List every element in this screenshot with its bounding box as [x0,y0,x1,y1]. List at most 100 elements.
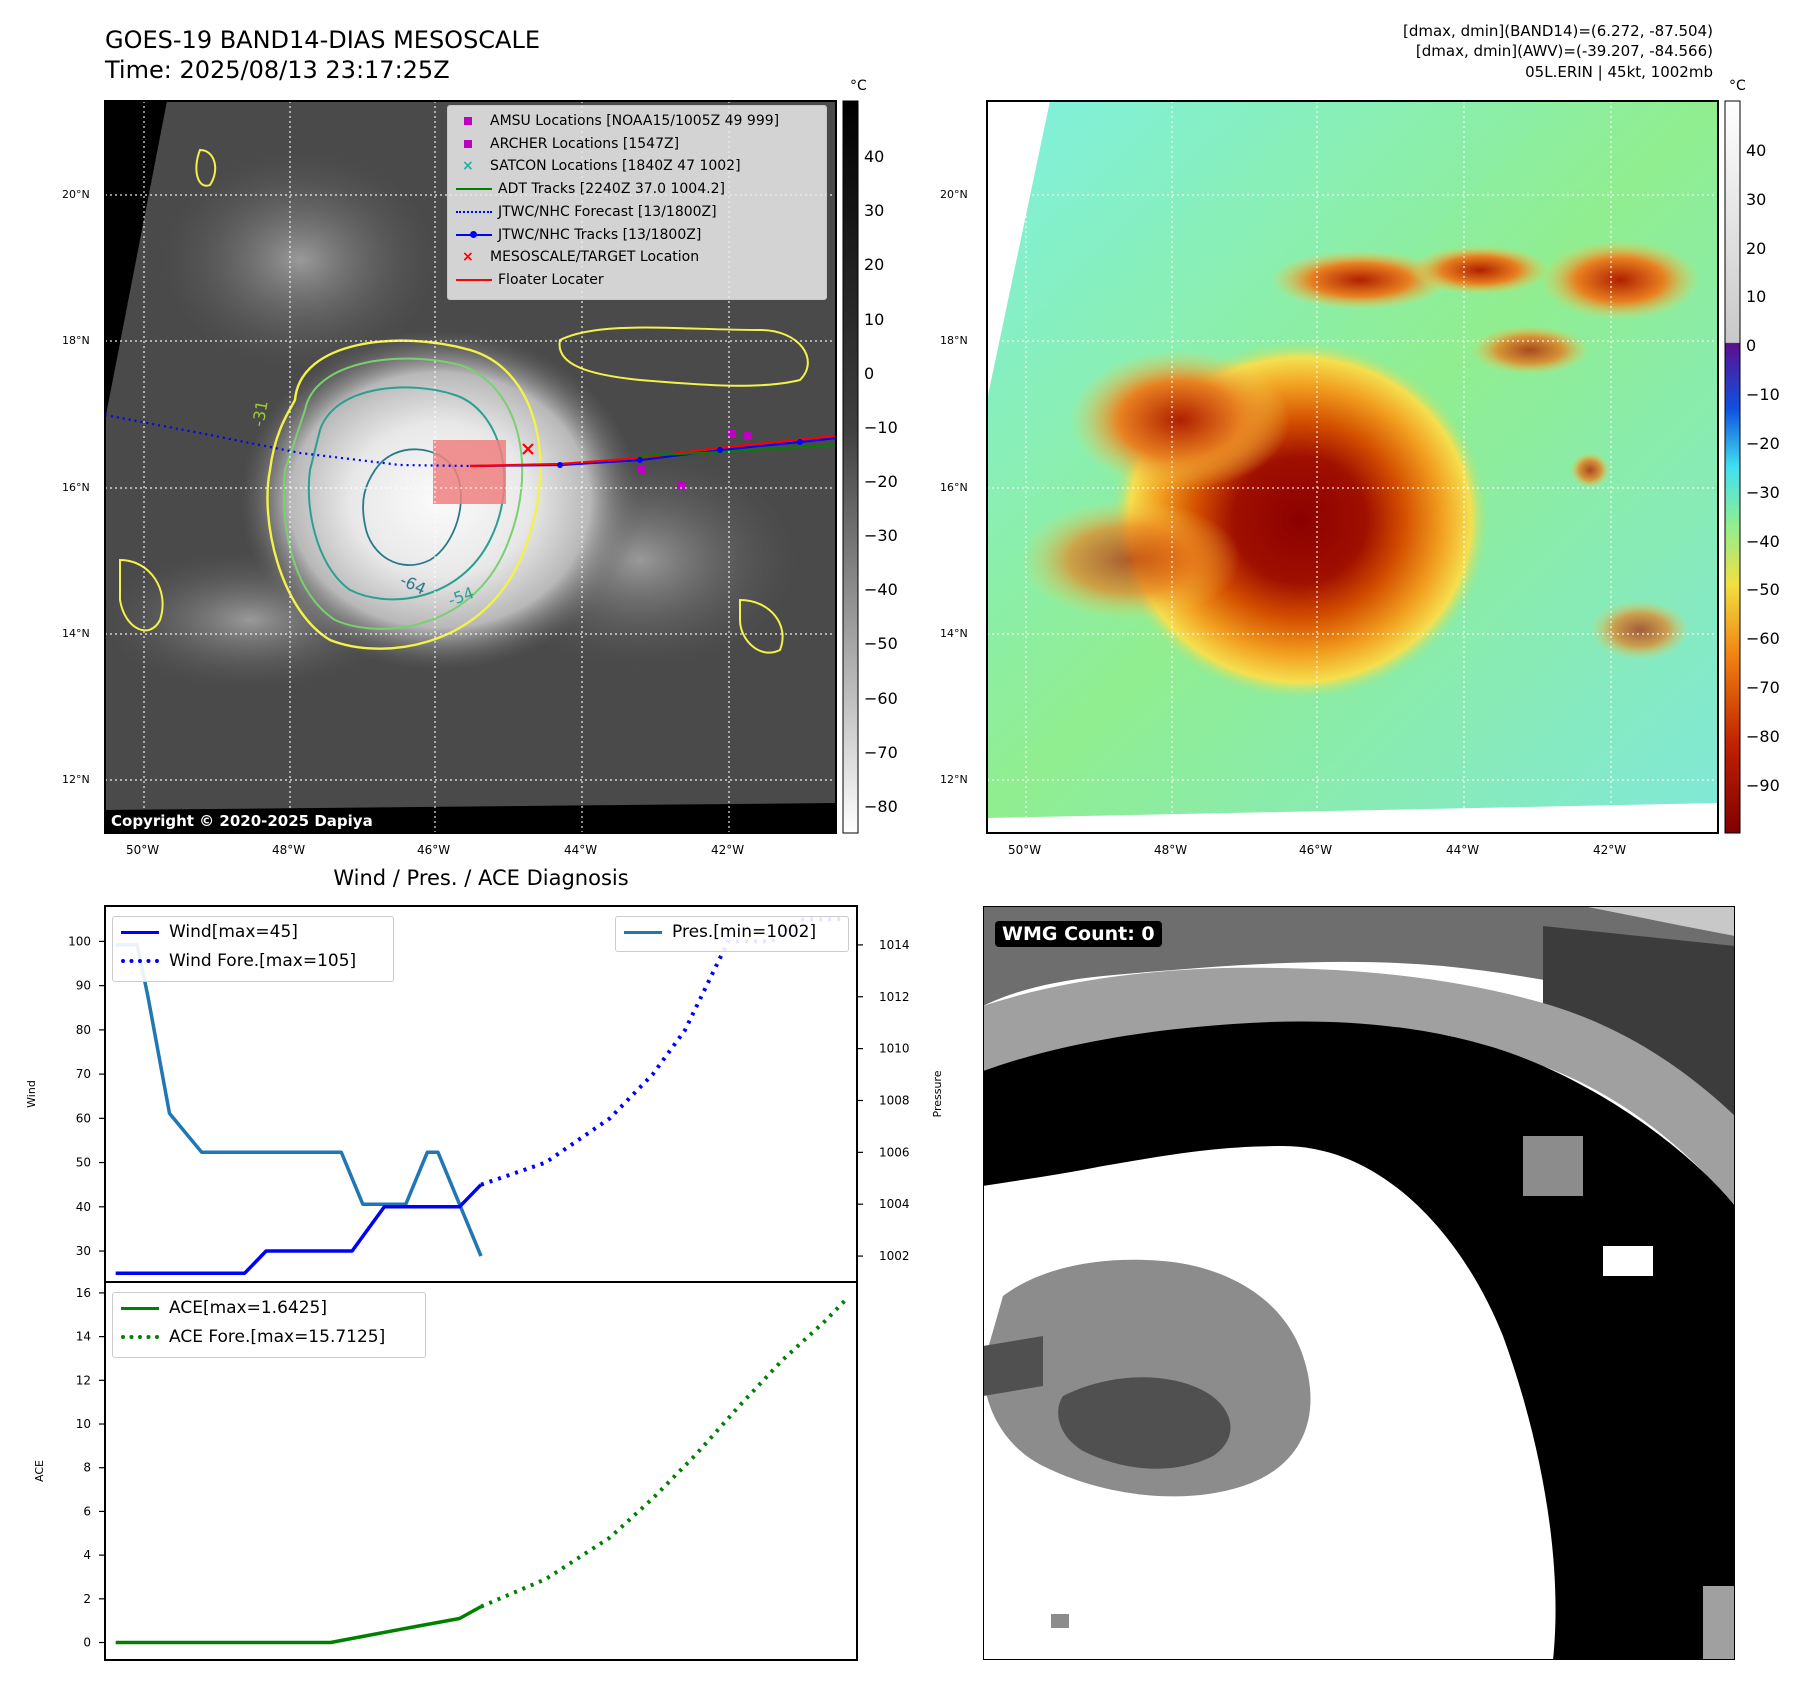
wind-tick-label: 90 [76,979,91,993]
lon-label: 48°W [1154,843,1188,857]
wind-tick-label: 100 [68,934,91,948]
colorbar-tick: −10 [864,418,898,437]
dias-map-panel [986,100,1741,834]
ace-line [115,1605,482,1645]
colorbar-tick: −70 [864,743,898,762]
chart-time: Time: 2025/08/13 23:17:25Z [105,56,450,84]
line-icon [624,930,662,934]
pressure-tick-label: 1010 [879,1042,910,1056]
square-marker-icon [464,117,472,125]
lon-label: 46°W [1299,843,1333,857]
wind-axis-label: Wind [25,1080,38,1108]
line-icon [121,1306,159,1310]
pressure-tick-label: 1004 [879,1197,910,1211]
lon-label: 42°W [1593,843,1627,857]
colorbar-tick: 20 [1746,239,1767,258]
legend-item-ace: ACE[max=1.6425] [121,1298,327,1318]
pressure-line [115,943,483,1257]
colorbar-tick: −70 [1746,678,1780,697]
storm-info: 05L.ERIN | 45kt, 1002mb [1525,63,1713,81]
pressure-tick-label: 1014 [879,938,910,952]
lat-label: 12°N [940,773,968,786]
colorbar-unit: °C [850,78,867,94]
legend-item-adt: ADT Tracks [2240Z 37.0 1004.2] [456,181,725,197]
ace-panel-frame [104,1281,858,1661]
legend-item-archer: ARCHER Locations [1547Z] [464,136,679,152]
lat-label: 20°N [62,188,90,201]
lat-label: 12°N [62,773,90,786]
wind-tick-label: 60 [76,1111,91,1125]
colorbar-tick: −80 [864,797,898,816]
colorbar-tick: −60 [864,689,898,708]
copyright-label: Copyright © 2020-2025 Dapiya [105,810,379,833]
wmg-count-badge: WMG Count: 0 [995,921,1162,947]
ace-forecast-line [480,1297,848,1609]
diagnosis-title: Wind / Pres. / ACE Diagnosis [333,866,629,890]
wind-tick-label: 50 [76,1156,91,1170]
lon-label: 50°W [126,843,160,857]
ace-tick-label: 16 [76,1286,91,1300]
wmg-panel [983,906,1735,1660]
colorbar-tick: −10 [1746,385,1780,404]
colorbar-tick: −60 [1746,629,1780,648]
colorbar-tick: −50 [1746,580,1780,599]
wind-forecast-line [480,917,847,1187]
colorbar-tick: −40 [864,580,898,599]
wind-tick-label: 30 [76,1244,91,1258]
legend-item-wind-forecast: Wind Fore.[max=105] [121,951,356,971]
x-marker-icon: × [462,158,474,174]
legend-item-target: × MESOSCALE/TARGET Location [462,249,700,265]
legend-item-floater: Floater Locater [456,272,604,288]
lat-label: 20°N [940,188,968,201]
colorbar-unit: °C [1729,78,1746,94]
wind-tick-label: 80 [76,1023,91,1037]
ace-tick-label: 14 [76,1330,91,1344]
ace-tick-label: 4 [83,1548,91,1562]
pressure-axis-label: Pressure [931,1070,944,1117]
lon-label: 46°W [417,843,451,857]
colorbar-tick: 0 [864,364,875,383]
colorbar-tick: 20 [864,255,885,274]
colorbar-tick: 40 [1746,141,1767,160]
square-marker-icon [464,140,472,148]
pressure-tick-label: 1002 [879,1249,910,1263]
ace-tick-label: 12 [76,1373,91,1387]
lon-label: 42°W [711,843,745,857]
colorbar-tick: −50 [864,634,898,653]
colorbar-tick: 40 [864,147,885,166]
colorbar-tick: −30 [1746,483,1780,502]
dotted-line-icon [121,959,159,963]
colorbar-tick: 10 [864,310,885,329]
dotted-line-icon [456,211,492,213]
ace-tick-label: 8 [83,1461,91,1475]
legend-item-pressure: Pres.[min=1002] [624,922,816,942]
legend-item-satcon: × SATCON Locations [1840Z 47 1002] [462,158,741,174]
pressure-tick-label: 1012 [879,990,910,1004]
legend-item-amsu: AMSU Locations [NOAA15/1005Z 49 999] [464,113,779,129]
stats-band14: [dmax, dmin](BAND14)=(6.272, -87.504) [1402,22,1713,40]
lon-label: 50°W [1008,843,1042,857]
lat-label: 16°N [940,481,968,494]
colorbar-tick: −80 [1746,727,1780,746]
line-icon [121,930,159,934]
colorbar-tick: −20 [1746,434,1780,453]
dotted-line-icon [121,1335,159,1339]
legend-item-wind: Wind[max=45] [121,922,298,942]
lon-label: 48°W [272,843,306,857]
ace-tick-label: 2 [83,1592,91,1606]
wind-tick-label: 70 [76,1067,91,1081]
legend-item-forecast: JTWC/NHC Forecast [13/1800Z] [456,204,717,220]
lon-label: 44°W [1446,843,1480,857]
ace-tick-label: 0 [83,1636,91,1650]
x-marker-icon: × [462,249,474,265]
colorbar-tick: −90 [1746,776,1780,795]
ace-tick-label: 6 [83,1504,91,1518]
wind-line [115,1183,483,1275]
map-legend: AMSU Locations [NOAA15/1005Z 49 999] ARC… [447,105,827,300]
ace-axis-label: ACE [33,1460,46,1482]
ace-legend: ACE[max=1.6425] ACE Fore.[max=15.7125] [112,1292,426,1358]
line-dot-icon [456,231,492,238]
pressure-legend: Pres.[min=1002] [615,916,849,952]
colorbar-tick: 30 [1746,190,1767,209]
legend-item-tracks: JTWC/NHC Tracks [13/1800Z] [456,227,701,243]
